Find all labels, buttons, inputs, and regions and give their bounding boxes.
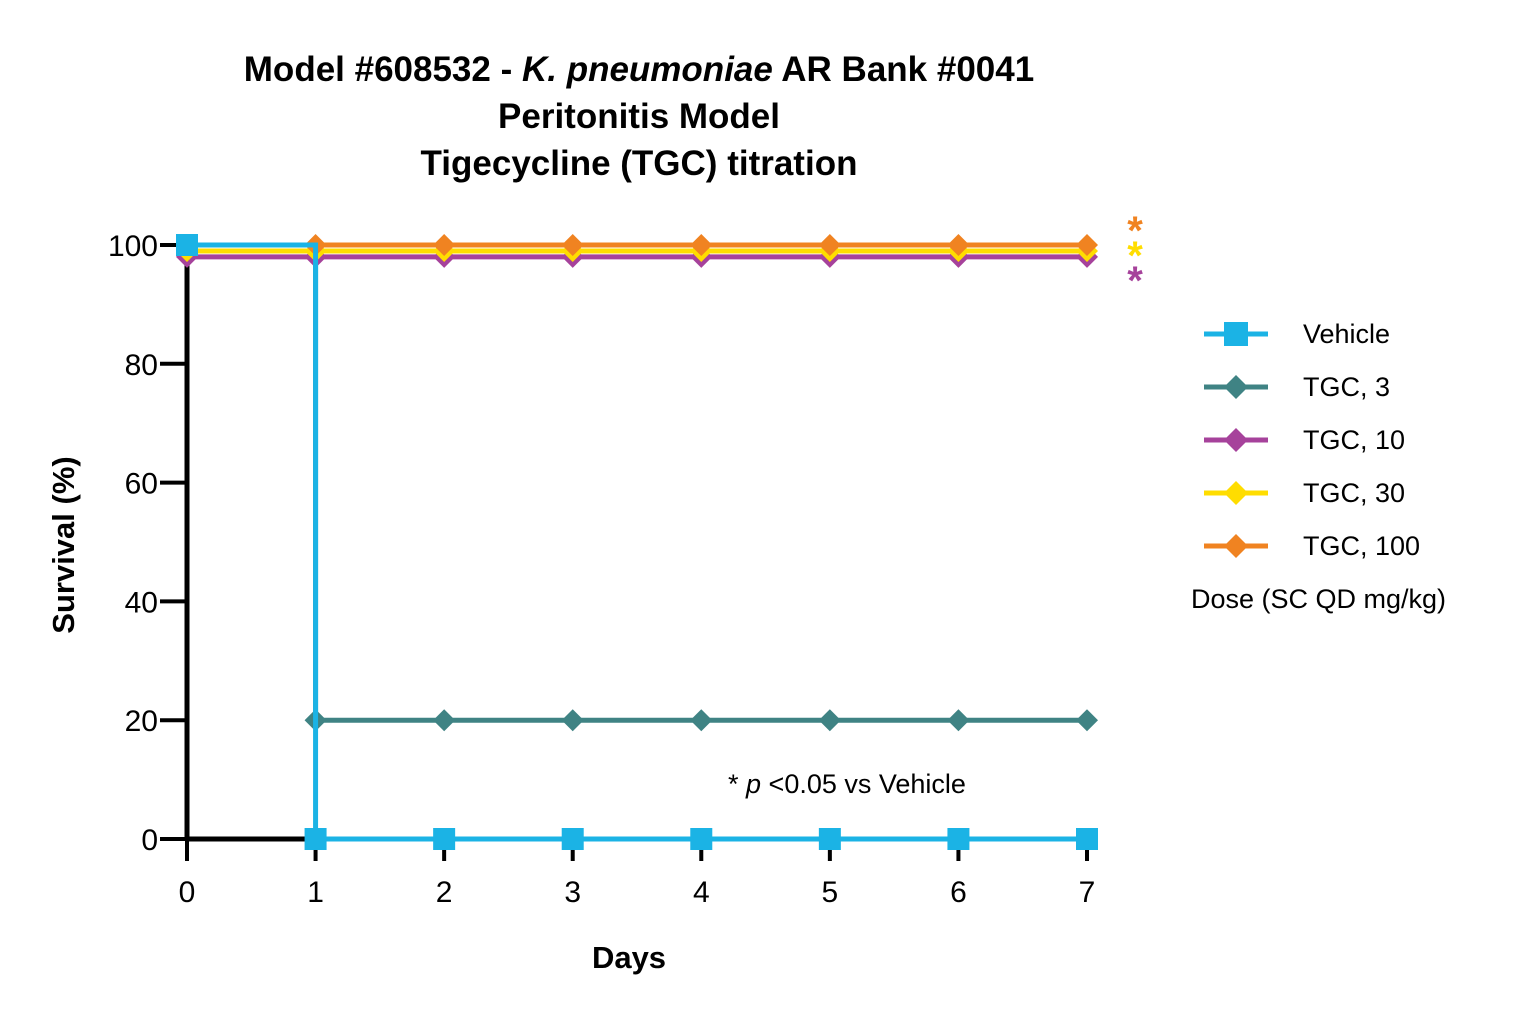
data-point-vehicle-day-7 xyxy=(1076,828,1098,850)
series-layer xyxy=(176,234,1098,850)
data-point-tgc-100-day-6 xyxy=(947,234,970,256)
significance-markers: *** xyxy=(1127,209,1143,303)
y-tick-label-100: 100 xyxy=(108,230,158,263)
x-tick-label-7: 7 xyxy=(1079,876,1096,909)
legend-diamond-marker xyxy=(1224,375,1248,399)
legend-label: Vehicle xyxy=(1303,319,1390,349)
title-line-1: Model #608532 - K. pneumoniae AR Bank #0… xyxy=(244,50,1034,89)
y-tick-label-0: 0 xyxy=(141,824,158,857)
y-tick-label-40: 40 xyxy=(125,586,158,619)
data-point-tgc-100-day-2 xyxy=(433,234,456,256)
significance-star-tgc-10: * xyxy=(1127,259,1143,303)
x-tick-label-2: 2 xyxy=(436,876,453,909)
significance-star-tgc-100: * xyxy=(1127,209,1143,253)
legend-item-vehicle: Vehicle xyxy=(1204,319,1390,349)
legend-item-tgc-10: TGC, 10 xyxy=(1204,425,1405,455)
data-point-vehicle-day-1 xyxy=(304,828,327,850)
legend-diamond-marker xyxy=(1224,428,1248,452)
x-tick-label-6: 6 xyxy=(950,876,967,909)
legend-label: TGC, 30 xyxy=(1303,478,1405,508)
legend-item-tgc-3: TGC, 3 xyxy=(1204,372,1390,402)
y-tick-label-60: 60 xyxy=(125,468,158,501)
chart-title: Model #608532 - K. pneumoniae AR Bank #0… xyxy=(244,50,1034,183)
data-point-vehicle-day-5 xyxy=(818,828,841,850)
x-tick-label-0: 0 xyxy=(179,876,196,909)
data-point-tgc-3-day-7 xyxy=(1076,709,1098,732)
x-tick-label-5: 5 xyxy=(822,876,839,909)
data-point-tgc-100-day-5 xyxy=(818,234,841,256)
axes: 0 20 40 60 80 100 0 1 2 3 4 5 6 7 xyxy=(108,230,1095,909)
legend-label: TGC, 3 xyxy=(1303,372,1390,402)
legend-label: TGC, 100 xyxy=(1303,531,1420,561)
x-axis-title: Days xyxy=(592,940,666,975)
x-tick-label-4: 4 xyxy=(693,876,710,909)
significance-star-tgc-30: * xyxy=(1127,234,1143,278)
legend-diamond-marker xyxy=(1224,481,1248,505)
data-point-vehicle-day-3 xyxy=(561,828,584,850)
legend: Vehicle TGC, 3 TGC, 10 TGC, 30 TGC, 100 xyxy=(1204,319,1420,561)
title-line-2: Peritonitis Model xyxy=(498,97,780,136)
data-point-tgc-100-day-7 xyxy=(1076,234,1098,256)
significance-annotation: * p <0.05 vs Vehicle xyxy=(728,769,966,799)
x-tick-label-3: 3 xyxy=(564,876,581,909)
legend-dose-note: Dose (SC QD mg/kg) xyxy=(1191,584,1446,614)
series-vehicle xyxy=(176,234,1098,850)
y-tick-label-20: 20 xyxy=(125,705,158,738)
data-point-vehicle-day-6 xyxy=(947,828,970,850)
x-tick-label-1: 1 xyxy=(307,876,324,909)
data-point-tgc-3-day-3 xyxy=(561,709,584,732)
data-point-tgc-3-day-5 xyxy=(818,709,841,732)
legend-label: TGC, 10 xyxy=(1303,425,1405,455)
series-line-tgc-3 xyxy=(187,242,1087,723)
legend-item-tgc-100: TGC, 100 xyxy=(1204,531,1420,561)
data-point-vehicle-day-2 xyxy=(433,828,456,850)
data-point-tgc-3-day-6 xyxy=(947,709,970,732)
data-point-tgc-100-day-4 xyxy=(690,234,713,256)
legend-item-tgc-30: TGC, 30 xyxy=(1204,478,1405,508)
data-point-tgc-100-day-3 xyxy=(561,234,584,256)
data-point-tgc-3-day-4 xyxy=(690,709,713,732)
legend-diamond-marker xyxy=(1224,534,1248,558)
data-point-tgc-3-day-2 xyxy=(433,709,456,732)
y-axis-title: Survival (%) xyxy=(46,456,81,633)
data-point-vehicle-day-4 xyxy=(690,828,713,850)
y-tick-label-80: 80 xyxy=(125,349,158,382)
data-point-vehicle-day-0 xyxy=(176,234,198,256)
legend-square-marker xyxy=(1224,322,1248,346)
title-line-3: Tigecycline (TGC) titration xyxy=(421,144,858,183)
series-line-vehicle xyxy=(187,242,1087,842)
